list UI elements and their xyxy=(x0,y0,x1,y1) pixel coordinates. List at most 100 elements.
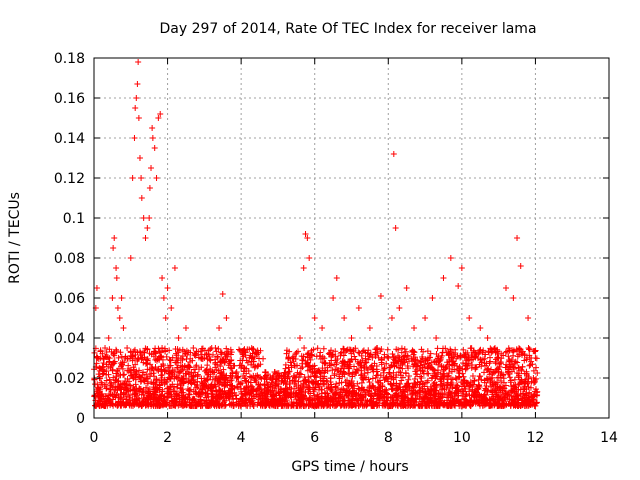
data-point xyxy=(133,95,140,101)
noise-point xyxy=(321,381,328,388)
noise-point xyxy=(283,347,290,354)
noise-point xyxy=(163,399,170,406)
noise-point xyxy=(159,371,166,378)
noise-point xyxy=(316,386,323,393)
noise-point xyxy=(371,400,378,407)
noise-point xyxy=(207,346,214,353)
noise-point xyxy=(399,392,406,399)
noise-point xyxy=(181,348,188,355)
noise-point xyxy=(393,391,400,398)
data-point xyxy=(440,275,447,281)
noise-point xyxy=(147,361,154,368)
data-point xyxy=(355,305,362,311)
noise-point xyxy=(344,392,351,399)
noise-point xyxy=(354,358,361,365)
noise-point xyxy=(144,380,151,387)
noise-point xyxy=(518,376,525,383)
noise-point xyxy=(454,388,461,395)
noise-point xyxy=(316,352,323,359)
data-point xyxy=(396,305,403,311)
y-tick-label: 0.06 xyxy=(54,291,85,307)
noise-point xyxy=(454,353,461,360)
noise-point xyxy=(354,380,361,387)
noise-point xyxy=(355,349,362,356)
noise-point xyxy=(343,347,350,354)
noise-point xyxy=(410,389,417,396)
data-point xyxy=(503,285,509,291)
noise-point xyxy=(514,402,521,409)
noise-point xyxy=(144,389,151,396)
noise-point xyxy=(338,349,345,356)
y-tick-label: 0.02 xyxy=(54,371,85,387)
noise-point xyxy=(534,370,541,377)
data-point xyxy=(377,293,384,299)
noise-point xyxy=(96,402,103,409)
noise-point xyxy=(316,396,323,403)
noise-point xyxy=(525,402,532,409)
noise-point xyxy=(280,373,287,380)
noise-point xyxy=(156,382,163,389)
data-point xyxy=(447,255,454,261)
noise-point xyxy=(424,348,431,355)
noise-point xyxy=(140,359,147,366)
noise-point xyxy=(469,401,476,408)
data-point xyxy=(149,135,156,141)
noise-point xyxy=(434,345,441,352)
noise-point xyxy=(312,396,319,403)
noise-point xyxy=(169,381,176,388)
noise-point xyxy=(374,378,381,385)
noise-point xyxy=(315,381,322,388)
noise-point xyxy=(168,373,175,380)
noise-point xyxy=(229,393,236,400)
noise-point xyxy=(411,361,418,368)
noise-point xyxy=(455,392,462,399)
noise-point xyxy=(479,349,486,356)
noise-point xyxy=(269,384,276,391)
noise-point xyxy=(485,365,492,372)
noise-point xyxy=(487,354,494,361)
noise-point xyxy=(250,388,257,395)
noise-point xyxy=(398,377,405,384)
noise-point xyxy=(387,373,394,380)
noise-point xyxy=(519,402,526,409)
noise-point xyxy=(401,346,408,353)
data-point xyxy=(311,315,318,321)
noise-point xyxy=(174,381,181,388)
noise-point xyxy=(332,383,339,390)
noise-point xyxy=(280,396,287,403)
data-point xyxy=(149,125,156,131)
noise-point xyxy=(379,388,386,395)
noise-point xyxy=(106,376,113,383)
noise-point xyxy=(247,401,254,408)
noise-point xyxy=(314,345,321,352)
noise-point xyxy=(209,376,216,383)
noise-point xyxy=(511,376,518,383)
noise-point xyxy=(333,380,340,387)
y-tick-label: 0 xyxy=(76,411,85,427)
noise-point xyxy=(117,402,124,409)
data-point xyxy=(110,245,117,251)
noise-point xyxy=(350,347,357,354)
noise-point xyxy=(185,371,192,378)
noise-point xyxy=(532,386,539,393)
noise-point xyxy=(331,370,338,377)
noise-point xyxy=(301,345,308,352)
noise-point xyxy=(138,378,145,385)
noise-point xyxy=(521,352,528,359)
noise-point xyxy=(133,385,140,392)
data-point xyxy=(532,355,539,361)
noise-point xyxy=(152,391,159,398)
noise-point xyxy=(213,388,220,395)
noise-point xyxy=(205,402,212,409)
noise-point xyxy=(365,356,372,363)
data-point xyxy=(201,355,208,361)
noise-point xyxy=(530,379,537,386)
noise-point xyxy=(404,352,411,359)
noise-point xyxy=(141,354,148,361)
noise-point xyxy=(212,381,219,388)
noise-point xyxy=(153,377,160,384)
noise-point xyxy=(519,363,526,370)
data-point xyxy=(208,345,215,351)
noise-point xyxy=(488,374,495,381)
noise-point xyxy=(398,393,405,400)
